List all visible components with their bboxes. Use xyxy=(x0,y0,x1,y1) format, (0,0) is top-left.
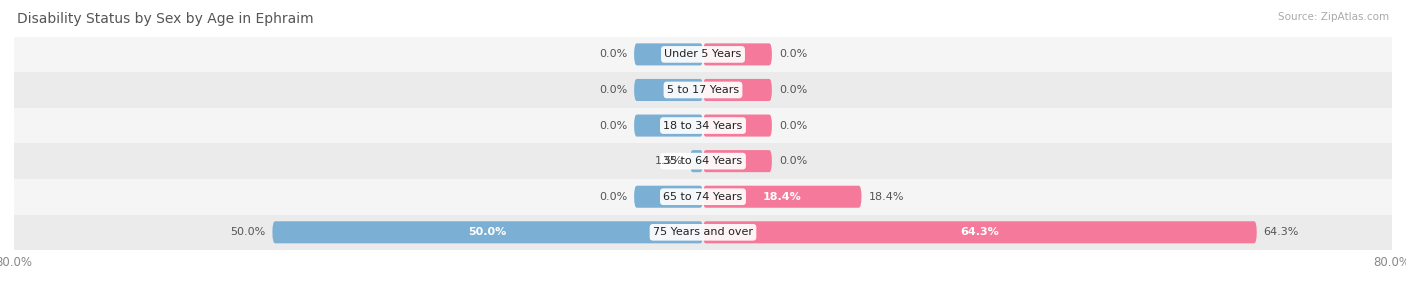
Text: 0.0%: 0.0% xyxy=(779,85,807,95)
Legend: Male, Female: Male, Female xyxy=(631,302,775,305)
FancyBboxPatch shape xyxy=(634,79,703,101)
Text: 0.0%: 0.0% xyxy=(599,192,627,202)
Text: Source: ZipAtlas.com: Source: ZipAtlas.com xyxy=(1278,12,1389,22)
FancyBboxPatch shape xyxy=(14,179,1392,214)
Text: 0.0%: 0.0% xyxy=(599,120,627,131)
Text: 0.0%: 0.0% xyxy=(779,49,807,59)
FancyBboxPatch shape xyxy=(703,79,772,101)
FancyBboxPatch shape xyxy=(634,43,703,66)
Text: Under 5 Years: Under 5 Years xyxy=(665,49,741,59)
Text: 5 to 17 Years: 5 to 17 Years xyxy=(666,85,740,95)
Text: 50.0%: 50.0% xyxy=(231,227,266,237)
Text: 1.5%: 1.5% xyxy=(655,156,683,166)
Text: 75 Years and over: 75 Years and over xyxy=(652,227,754,237)
Text: 18.4%: 18.4% xyxy=(763,192,801,202)
Text: 0.0%: 0.0% xyxy=(779,120,807,131)
FancyBboxPatch shape xyxy=(703,43,772,66)
Text: 64.3%: 64.3% xyxy=(960,227,1000,237)
Text: 0.0%: 0.0% xyxy=(599,85,627,95)
Text: 0.0%: 0.0% xyxy=(779,156,807,166)
Text: 18.4%: 18.4% xyxy=(869,192,904,202)
FancyBboxPatch shape xyxy=(634,115,703,137)
FancyBboxPatch shape xyxy=(690,150,703,172)
FancyBboxPatch shape xyxy=(14,37,1392,72)
Text: 65 to 74 Years: 65 to 74 Years xyxy=(664,192,742,202)
Text: Disability Status by Sex by Age in Ephraim: Disability Status by Sex by Age in Ephra… xyxy=(17,12,314,26)
FancyBboxPatch shape xyxy=(14,143,1392,179)
Text: 0.0%: 0.0% xyxy=(599,49,627,59)
Text: 50.0%: 50.0% xyxy=(468,227,506,237)
Text: 18 to 34 Years: 18 to 34 Years xyxy=(664,120,742,131)
FancyBboxPatch shape xyxy=(703,186,862,208)
Text: 35 to 64 Years: 35 to 64 Years xyxy=(664,156,742,166)
FancyBboxPatch shape xyxy=(703,115,772,137)
FancyBboxPatch shape xyxy=(14,72,1392,108)
Text: 64.3%: 64.3% xyxy=(1264,227,1299,237)
FancyBboxPatch shape xyxy=(634,186,703,208)
FancyBboxPatch shape xyxy=(703,150,772,172)
FancyBboxPatch shape xyxy=(14,214,1392,250)
FancyBboxPatch shape xyxy=(703,221,1257,243)
FancyBboxPatch shape xyxy=(273,221,703,243)
FancyBboxPatch shape xyxy=(14,108,1392,143)
